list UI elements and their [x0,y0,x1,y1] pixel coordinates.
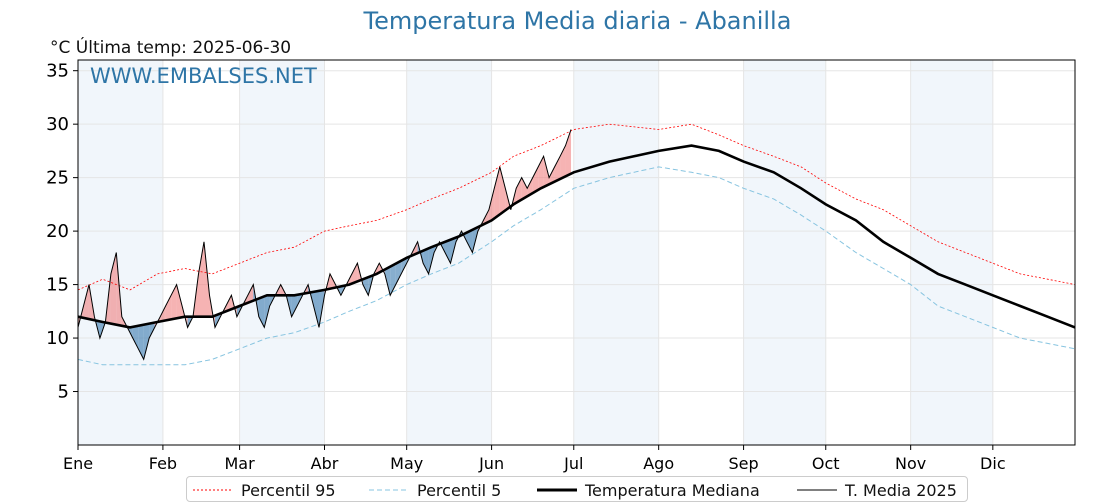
y-tick-label: 35 [46,61,69,82]
anomaly-above [203,241,210,317]
anomaly-below [291,294,298,317]
anomaly-above [165,295,172,321]
anomaly-above [532,166,539,194]
x-tick-label-may: May [390,454,423,473]
anomaly-above [521,177,528,200]
anomaly-above [488,188,495,222]
x-tick-label-dic: Dic [980,454,1006,473]
y-tick-label: 10 [46,328,69,349]
anomaly-below [362,277,369,296]
y-tick-label: 15 [46,275,69,296]
legend-swatch-p95 [193,489,233,491]
watermark: WWW.EMBALSES.NET [90,64,317,88]
legend-label-current: T. Media 2025 [845,480,957,500]
legend: Percentil 95 Percentil 5 Temperatura Med… [186,476,968,502]
chart-subtitle: °C Última temp: 2025-06-30 [50,38,292,58]
anomaly-below [401,257,407,274]
anomaly-above [527,177,533,197]
anomaly-above [225,295,232,312]
anomaly-above [565,129,572,177]
axes [77,59,1076,446]
legend-label-p95: Percentil 95 [241,480,336,500]
month-band-sep [743,60,826,445]
plot-frame [77,59,1076,446]
series-line-percentil-95 [77,123,1076,291]
anomaly-above [554,156,561,182]
legend-item-p95: Percentil 95 [193,479,336,501]
month-band-ene [78,60,163,445]
y-tick-label: 30 [46,114,69,135]
legend-swatch-p5 [369,489,409,491]
legend-label-p5: Percentil 5 [417,480,502,500]
anomaly-above [209,295,215,328]
x-tick-label-feb: Feb [149,454,177,473]
legend-item-median: Temperatura Mediana [537,479,760,501]
x-tick-label-ago: Ago [643,454,674,473]
anomaly-above [516,177,522,203]
x-tick-label-jun: Jun [478,454,504,473]
series-lines [77,123,1076,366]
anomaly-below [445,239,451,264]
x-tick-label-oct: Oct [812,454,840,473]
series-line-percentil-5 [77,166,1076,366]
anomaly-below [395,260,402,285]
anomaly-below [143,323,150,360]
x-tick-labels: Ene Feb Mar Abr May Jun Jul Ago Sep Oct Nov Dic [63,445,1006,473]
y-tick-label: 20 [46,221,69,242]
y-tick-labels: 5 10 15 20 25 30 35 [46,61,78,403]
legend-swatch-current [797,489,837,491]
anomaly-above [494,166,500,219]
legend-label-median: Temperatura Mediana [585,480,760,500]
anomaly-below [132,325,139,349]
anomaly-below [423,248,429,274]
anomaly-below [466,229,473,253]
anomaly-above [83,284,89,320]
chart-title: Temperatura Media diaria - Abanilla [363,7,792,35]
y-tick-label: 25 [46,168,69,189]
series-line-t-media-2025 [77,129,572,361]
x-tick-label-abr: Abr [311,454,339,473]
anomaly-above [247,284,254,303]
legend-swatch-median [537,488,577,492]
legend-item-p5: Percentil 5 [369,479,501,501]
x-tick-label-nov: Nov [895,454,926,473]
y-tick-label: 5 [58,382,69,403]
x-tick-label-jul: Jul [563,454,583,473]
month-band-nov [910,60,993,445]
anomaly-above [351,263,358,284]
x-tick-label-sep: Sep [729,454,759,473]
anomaly-below [149,322,155,339]
anomaly-above [198,241,204,317]
anomaly-below [258,296,265,328]
x-tick-label-ene: Ene [63,454,93,473]
anomaly-below [390,263,396,296]
x-tick-label-mar: Mar [225,454,256,473]
anomaly-above [543,156,550,187]
anomaly-above [499,166,506,215]
anomaly-above [176,284,183,319]
anomaly-above [160,305,166,322]
month-band-jul [573,60,659,445]
legend-item-current: T. Media 2025 [797,479,957,501]
anomaly-below [264,295,270,328]
month-band-mar [239,60,325,445]
anomaly-below [313,290,320,328]
anomaly-above [549,166,555,185]
